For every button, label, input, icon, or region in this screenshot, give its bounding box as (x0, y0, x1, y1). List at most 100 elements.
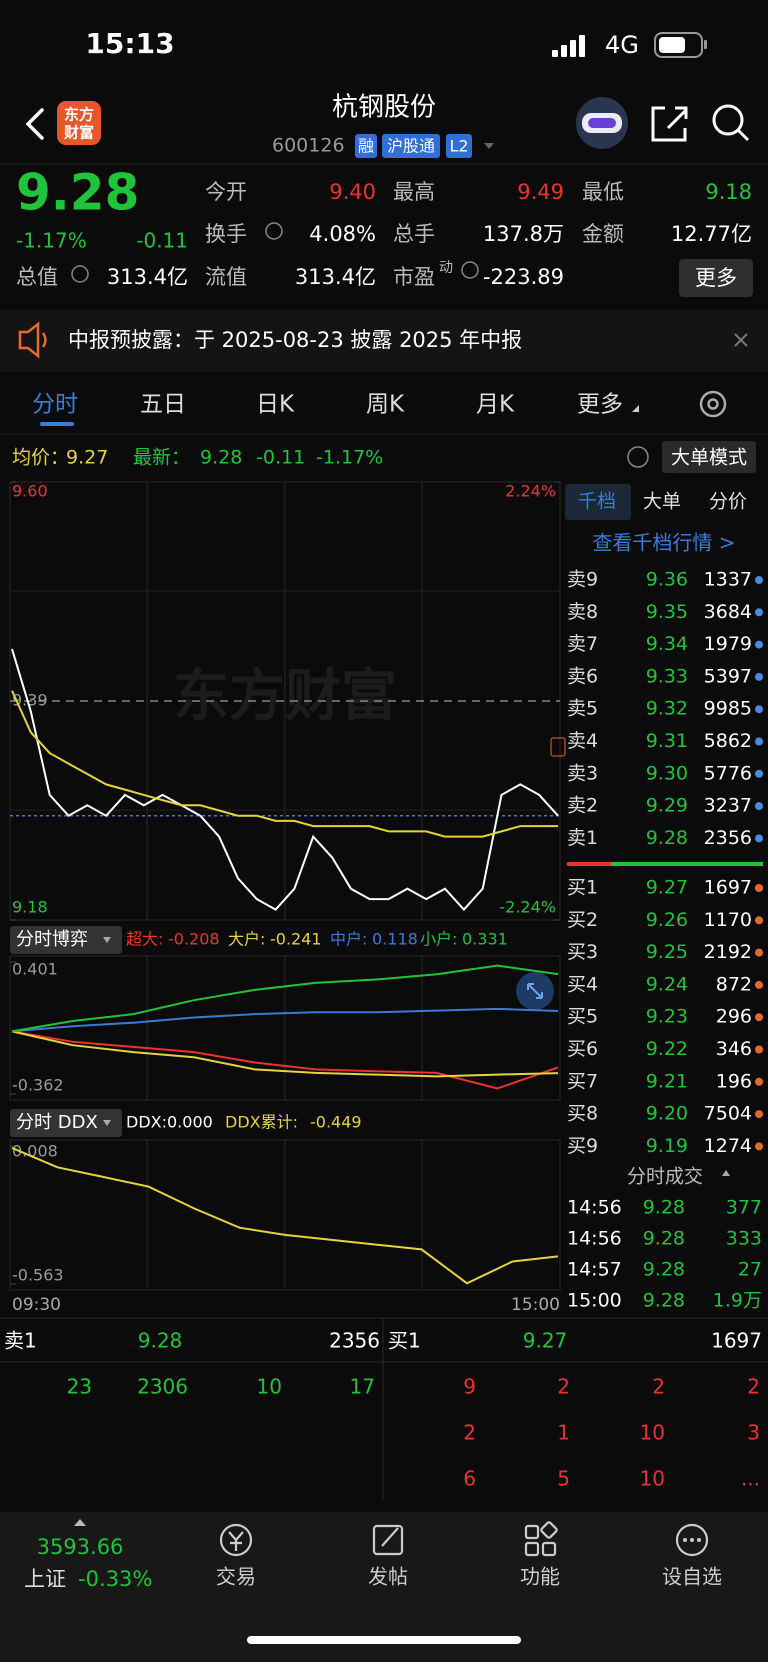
buy-order: 2 (463, 1421, 476, 1445)
indicator-selector[interactable] (10, 926, 122, 954)
big-order-text[interactable]: 大单模式 (671, 447, 747, 469)
level-price: 9.20 (646, 1103, 688, 1125)
badge (446, 134, 472, 158)
level-volume: 9985 (704, 698, 752, 720)
trade-time: 14:57 (567, 1259, 622, 1281)
buy-order: 2 (652, 1375, 665, 1399)
y2-tick-label: 2.24% (505, 482, 556, 501)
marker-e (550, 737, 566, 757)
queue-volume: 2356 (329, 1329, 380, 1353)
dropdown-icon[interactable] (103, 937, 111, 943)
badge-text: L2 (449, 137, 468, 156)
level-price: 9.35 (646, 601, 688, 623)
level-dot (755, 834, 763, 843)
level-price: 9.31 (646, 730, 688, 752)
tab[interactable]: 五日 (140, 392, 186, 418)
badge-text: 沪股通 (387, 137, 435, 156)
field-value: 313.4亿 (107, 265, 188, 289)
level-price: 9.23 (646, 1006, 688, 1028)
field-value: 9.49 (517, 180, 564, 204)
trade-volume: 1.9万 (713, 1290, 762, 1312)
level-price: 9.26 (646, 909, 688, 931)
buy-order: 9 (463, 1375, 476, 1399)
nav-item[interactable]: 功能 (520, 1565, 560, 1589)
price-line (11, 690, 558, 838)
more-button-text[interactable]: 更多 (695, 266, 737, 290)
latest-change: -0.11 (256, 447, 305, 469)
back-button[interactable] (25, 108, 44, 140)
level-price: 9.21 (646, 1070, 688, 1092)
tab[interactable]: 分时 (32, 392, 78, 418)
share-icon[interactable] (651, 106, 688, 142)
close-icon[interactable] (734, 333, 748, 347)
tab[interactable]: 更多 (577, 392, 623, 418)
indicator-selector[interactable] (10, 1109, 122, 1137)
sell-order: 2306 (137, 1375, 188, 1399)
change: -0.11 (136, 229, 188, 253)
notice-text[interactable]: 中报预披露：于 2025-08-23 披露 2025 年中报 (68, 328, 522, 352)
dropdown-icon[interactable] (484, 143, 494, 149)
tab[interactable]: 日K (256, 392, 295, 418)
info-icon[interactable] (71, 265, 89, 283)
buy-order: 2 (557, 1375, 570, 1399)
level-volume: 2192 (704, 941, 752, 963)
dropdown-icon[interactable] (632, 405, 639, 412)
nav-icons (219, 1521, 709, 1557)
level-dot (755, 576, 763, 584)
book-tab[interactable]: 千档 (578, 491, 616, 513)
buy-order: 2 (747, 1375, 760, 1399)
book-tab[interactable]: 大单 (643, 491, 681, 513)
tab[interactable]: 月K (476, 392, 515, 418)
level-dot (755, 1045, 763, 1054)
expand-button[interactable] (516, 972, 554, 1010)
book-tab[interactable]: 分价 (709, 491, 747, 513)
tab-underline (40, 422, 74, 426)
level-volume: 5776 (704, 762, 752, 784)
level-volume: 1170 (704, 909, 752, 931)
notice-bar[interactable] (0, 310, 768, 372)
avg-value: 9.27 (66, 447, 108, 469)
level-label: 卖3 (567, 762, 598, 784)
flow-line (11, 964, 559, 1033)
trades-title: 分时成交 (627, 1166, 703, 1188)
legend-value: 0.331 (462, 930, 508, 949)
level-price: 9.30 (646, 762, 688, 784)
time-label: 15:00 (511, 1295, 560, 1315)
collapse-icon[interactable] (722, 1170, 730, 1176)
nav-item[interactable]: 交易 (216, 1565, 256, 1589)
dropdown-icon[interactable] (103, 1120, 111, 1126)
level-dot (755, 1110, 763, 1119)
level-volume: 7504 (704, 1103, 752, 1125)
level-volume: 296 (716, 1006, 752, 1028)
legend-label: 超大: (126, 930, 163, 949)
trade-price: 9.28 (643, 1259, 685, 1281)
level-dot (755, 608, 763, 617)
level-dot (755, 980, 763, 989)
level-label: 买4 (567, 973, 598, 995)
level-label: 卖7 (567, 633, 598, 655)
book-link[interactable]: 查看千档行情 > (592, 531, 735, 555)
big-order-button[interactable] (662, 441, 756, 473)
info-icon[interactable] (265, 222, 283, 240)
nav-item[interactable]: 设自选 (662, 1565, 722, 1589)
more-button[interactable] (679, 259, 753, 297)
help-icon[interactable] (627, 446, 649, 468)
trade-price: 9.28 (643, 1197, 685, 1219)
trade-price: 9.28 (643, 1228, 685, 1250)
queue-price: 9.27 (523, 1329, 568, 1353)
level-volume: 3237 (704, 795, 752, 817)
tab[interactable]: 周K (366, 392, 405, 418)
index-change: -0.33% (78, 1567, 152, 1591)
search-icon[interactable] (712, 104, 750, 142)
settings-icon[interactable] (699, 390, 727, 418)
level-dot (755, 705, 763, 714)
expand-icon[interactable] (74, 1519, 86, 1526)
field-value: -223.89 (483, 265, 564, 289)
info-icon[interactable] (461, 261, 479, 279)
robot-icon[interactable] (576, 97, 628, 149)
flow-line (11, 1007, 559, 1033)
field-label: 换手 (205, 222, 247, 246)
change-pct: -1.17% (16, 229, 87, 253)
nav-item[interactable]: 发帖 (368, 1565, 408, 1589)
